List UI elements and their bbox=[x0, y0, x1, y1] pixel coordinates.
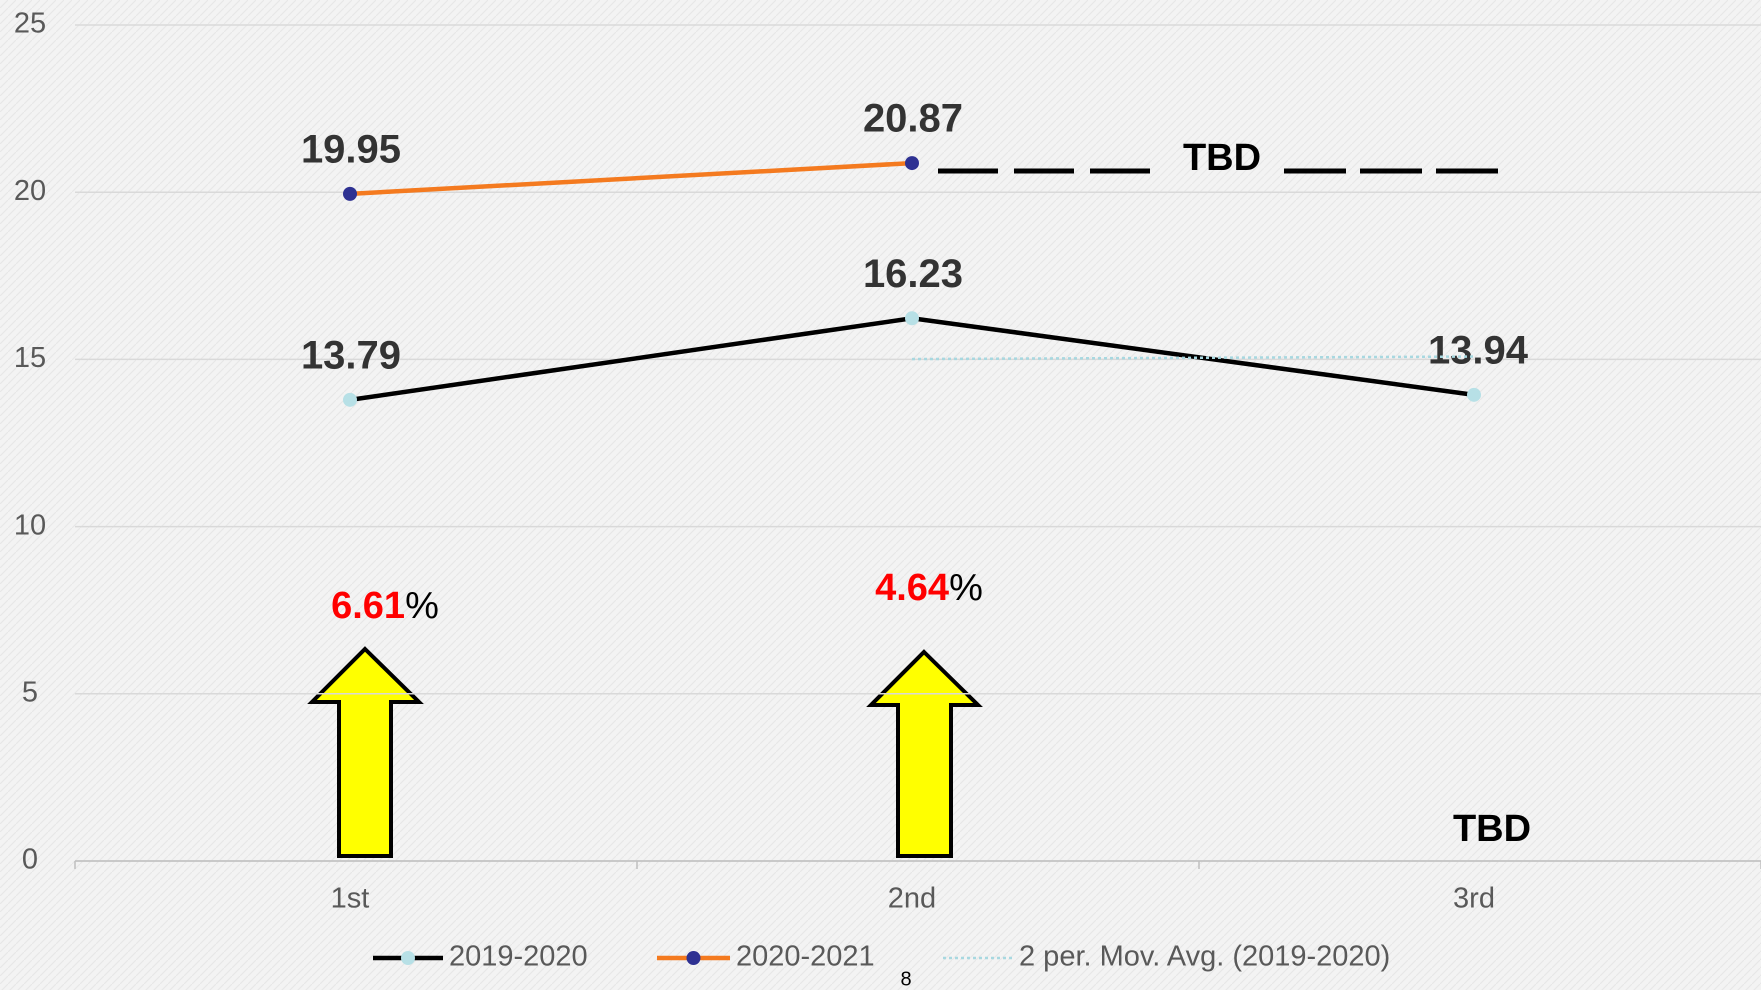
series-line bbox=[911, 355, 1475, 361]
x-tick-label: 1st bbox=[331, 883, 370, 915]
y-tick-label: 15 bbox=[14, 342, 46, 374]
y-tick-label: 10 bbox=[14, 509, 46, 541]
y-tick-label: 5 bbox=[22, 676, 38, 708]
marker bbox=[905, 156, 919, 171]
legend-marker bbox=[686, 951, 701, 965]
data-label: 20.87 bbox=[863, 97, 963, 141]
y-tick-label: 0 bbox=[22, 844, 38, 876]
arrows bbox=[307, 646, 983, 858]
marker bbox=[343, 186, 357, 201]
percent-change: 6.61% bbox=[331, 585, 439, 627]
percent-value: 4.64 bbox=[875, 567, 949, 609]
y-tick-label: 20 bbox=[14, 175, 46, 207]
legend-label: 2 per. Mov. Avg. (2019-2020) bbox=[1019, 941, 1390, 973]
data-label: 13.79 bbox=[301, 333, 401, 377]
series-line bbox=[349, 160, 913, 197]
up-arrow bbox=[866, 649, 983, 858]
percent-sign: % bbox=[949, 567, 983, 609]
up-arrow bbox=[307, 646, 424, 858]
annotation: TBD bbox=[1453, 808, 1531, 850]
data-label: 19.95 bbox=[301, 127, 401, 171]
x-tick-label: 3rd bbox=[1453, 883, 1495, 915]
data-label: 16.23 bbox=[863, 252, 963, 296]
legend-label: 2020-2021 bbox=[736, 941, 875, 973]
y-tick-label: 25 bbox=[14, 8, 46, 40]
percent-change: 4.64% bbox=[875, 567, 983, 609]
annotation: TBD bbox=[1183, 137, 1261, 179]
percent-value: 6.61 bbox=[331, 585, 405, 627]
legend-marker bbox=[401, 951, 415, 965]
data-label: 13.94 bbox=[1428, 328, 1529, 372]
legend-label: 2019-2020 bbox=[449, 941, 588, 973]
percent-sign: % bbox=[405, 585, 439, 627]
marker bbox=[1467, 387, 1481, 402]
x-tick-label: 2nd bbox=[888, 883, 936, 915]
marker bbox=[905, 311, 919, 326]
page-number: 8 bbox=[900, 968, 911, 990]
marker bbox=[343, 392, 357, 407]
